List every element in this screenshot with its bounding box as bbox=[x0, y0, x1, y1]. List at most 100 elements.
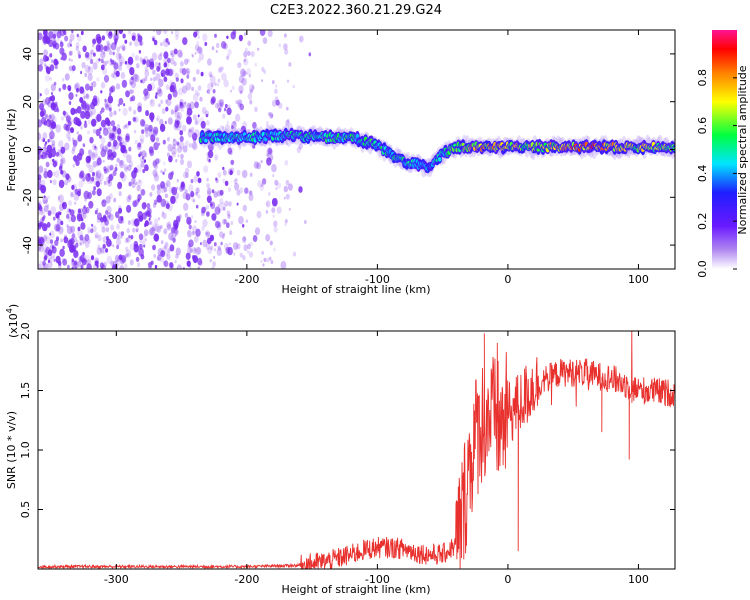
noise-speck bbox=[68, 87, 71, 92]
noise-speck bbox=[98, 58, 101, 62]
noise-speck bbox=[125, 253, 128, 258]
noise-speck bbox=[269, 112, 274, 119]
noise-speck bbox=[194, 44, 200, 52]
noise-speck bbox=[144, 127, 149, 134]
colorbar: 0.0 0.2 0.4 0.6 0.8 Normalized spectral ampl… bbox=[696, 30, 749, 278]
noise-speck bbox=[151, 35, 155, 40]
noise-speck bbox=[112, 139, 118, 147]
noise-speck bbox=[156, 184, 161, 190]
noise-speck bbox=[263, 257, 267, 263]
noise-speck bbox=[184, 167, 190, 175]
noise-speck bbox=[224, 243, 229, 251]
noise-speck bbox=[176, 141, 180, 146]
noise-speck bbox=[215, 102, 219, 109]
noise-speck bbox=[243, 58, 246, 63]
noise-speck bbox=[213, 248, 217, 252]
noise-speck bbox=[72, 146, 76, 152]
noise-speck bbox=[142, 240, 146, 247]
noise-speck bbox=[218, 107, 222, 113]
noise-speck bbox=[175, 34, 179, 41]
noise-speck bbox=[106, 143, 110, 148]
noise-speck bbox=[58, 149, 64, 158]
spectrogram-noise-speckles bbox=[38, 30, 312, 269]
noise-speck bbox=[73, 260, 79, 269]
noise-speck bbox=[40, 108, 47, 117]
noise-speck bbox=[149, 113, 155, 122]
noise-speck bbox=[203, 206, 207, 212]
noise-speck bbox=[242, 236, 247, 244]
noise-speck bbox=[94, 145, 97, 149]
noise-speck bbox=[50, 250, 53, 254]
noise-speck bbox=[50, 59, 54, 64]
noise-speck bbox=[180, 181, 185, 188]
noise-speck bbox=[132, 116, 136, 122]
noise-speck bbox=[125, 124, 128, 128]
noise-speck bbox=[226, 35, 229, 39]
noise-speck bbox=[127, 253, 130, 257]
noise-speck bbox=[69, 33, 75, 42]
noise-speck bbox=[196, 171, 200, 177]
noise-speck bbox=[42, 146, 47, 155]
noise-speck bbox=[47, 70, 51, 75]
noise-speck bbox=[87, 226, 91, 232]
noise-speck bbox=[62, 77, 65, 82]
noise-speck bbox=[75, 242, 79, 248]
noise-speck bbox=[206, 120, 210, 126]
noise-speck bbox=[58, 194, 64, 203]
noise-speck bbox=[259, 184, 264, 192]
noise-speck bbox=[278, 43, 282, 48]
noise-speck bbox=[164, 241, 169, 249]
noise-speck bbox=[58, 140, 64, 149]
noise-speck bbox=[47, 139, 50, 143]
noise-speck bbox=[94, 180, 97, 185]
noise-speck bbox=[44, 199, 48, 204]
noise-speck bbox=[168, 172, 174, 180]
spectrogram-ylabel: Frequency (Hz) bbox=[5, 109, 18, 192]
noise-speck bbox=[241, 169, 248, 179]
noise-speck bbox=[55, 236, 60, 242]
noise-speck bbox=[95, 175, 100, 182]
noise-speck bbox=[47, 55, 51, 61]
noise-speck bbox=[106, 43, 112, 51]
noise-speck bbox=[110, 85, 116, 93]
noise-speck bbox=[68, 101, 72, 105]
noise-speck bbox=[125, 135, 130, 143]
noise-speck bbox=[166, 98, 172, 107]
snr-ylabel: SNR (10 * v/v) bbox=[5, 411, 18, 489]
noise-speck bbox=[38, 165, 44, 173]
noise-speck bbox=[143, 95, 148, 102]
noise-speck bbox=[48, 114, 52, 120]
noise-speck bbox=[169, 49, 174, 56]
noise-speck bbox=[190, 190, 195, 198]
noise-speck bbox=[71, 184, 75, 190]
noise-speck bbox=[80, 252, 86, 262]
noise-speck bbox=[215, 49, 218, 54]
noise-speck bbox=[45, 161, 50, 168]
noise-speck bbox=[275, 99, 280, 106]
noise-speck bbox=[249, 99, 253, 105]
noise-speck bbox=[175, 247, 181, 256]
noise-speck bbox=[47, 249, 53, 256]
noise-speck bbox=[44, 74, 50, 82]
noise-speck bbox=[90, 153, 96, 160]
noise-speck bbox=[248, 191, 251, 195]
noise-speck bbox=[153, 171, 159, 179]
noise-speck bbox=[97, 234, 102, 242]
noise-speck bbox=[105, 103, 109, 109]
noise-speck bbox=[261, 250, 265, 255]
noise-speck bbox=[108, 49, 113, 56]
noise-speck bbox=[45, 236, 51, 245]
noise-speck bbox=[86, 263, 92, 269]
noise-speck bbox=[63, 123, 68, 131]
noise-speck bbox=[118, 108, 121, 112]
noise-speck bbox=[196, 30, 198, 34]
noise-speck bbox=[44, 153, 48, 159]
noise-speck bbox=[135, 181, 138, 186]
noise-speck bbox=[136, 62, 140, 69]
noise-speck bbox=[76, 261, 82, 268]
noise-speck bbox=[165, 203, 170, 210]
noise-speck bbox=[217, 67, 222, 74]
noise-speck bbox=[207, 187, 212, 195]
noise-speck bbox=[91, 151, 96, 158]
noise-speck bbox=[58, 179, 65, 189]
